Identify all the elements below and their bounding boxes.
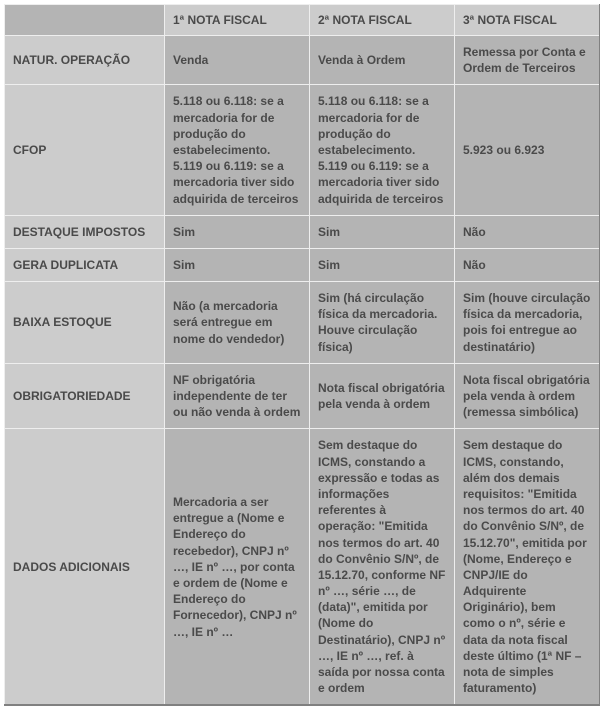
cell: 5.118 ou 6.118: se a mercadoria for de p… <box>310 85 455 215</box>
row-header-dados-adicionais: DADOS ADICIONAIS <box>5 429 165 706</box>
row-header-destaque: DESTAQUE IMPOSTOS <box>5 215 165 248</box>
cell: Sim <box>165 248 310 281</box>
cell: Mercadoria a ser entregue a (Nome e Ende… <box>165 429 310 706</box>
col-header-2: 2ª NOTA FISCAL <box>310 5 455 36</box>
cell: 5.923 ou 6.923 <box>455 85 600 215</box>
cell: Nota fiscal obrigatória pela venda à ord… <box>310 363 455 429</box>
row-header-duplicata: GERA DUPLICATA <box>5 248 165 281</box>
cell: Sim (há circulação física da mercadoria.… <box>310 282 455 364</box>
row-header-estoque: BAIXA ESTOQUE <box>5 282 165 364</box>
cell: Sem destaque do ICMS, constando, além do… <box>455 429 600 706</box>
cell: Sem destaque do ICMS, constando a expres… <box>310 429 455 706</box>
table-row: DADOS ADICIONAIS Mercadoria a ser entreg… <box>5 429 600 706</box>
cell: Remessa por Conta e Ordem de Terceiros <box>455 36 600 85</box>
cell: Sim (houve circulação física da mercador… <box>455 282 600 364</box>
cell: Sim <box>310 215 455 248</box>
table-row: BAIXA ESTOQUE Não (a mercadoria será ent… <box>5 282 600 364</box>
cell: Venda <box>165 36 310 85</box>
row-header-cfop: CFOP <box>5 85 165 215</box>
cell: Venda à Ordem <box>310 36 455 85</box>
table-row: CFOP 5.118 ou 6.118: se a mercadoria for… <box>5 85 600 215</box>
table-row: NATUR. OPERAÇÃO Venda Venda à Ordem Reme… <box>5 36 600 85</box>
cell: Sim <box>165 215 310 248</box>
cell: NF obrigatória independente de ter ou nã… <box>165 363 310 429</box>
table-header-row: 1ª NOTA FISCAL 2ª NOTA FISCAL 3ª NOTA FI… <box>5 5 600 36</box>
cell: Sim <box>310 248 455 281</box>
cell: 5.118 ou 6.118: se a mercadoria for de p… <box>165 85 310 215</box>
cell: Não <box>455 215 600 248</box>
cell: Não (a mercadoria será entregue em nome … <box>165 282 310 364</box>
table-row: DESTAQUE IMPOSTOS Sim Sim Não <box>5 215 600 248</box>
cell: Nota fiscal obrigatória pela venda à ord… <box>455 363 600 429</box>
venda-a-ordem-table: 1ª NOTA FISCAL 2ª NOTA FISCAL 3ª NOTA FI… <box>4 4 600 706</box>
col-header-1: 1ª NOTA FISCAL <box>165 5 310 36</box>
row-header-natureza: NATUR. OPERAÇÃO <box>5 36 165 85</box>
cell: Não <box>455 248 600 281</box>
row-header-obrigatoriedade: OBRIGATORIEDADE <box>5 363 165 429</box>
table-corner <box>5 5 165 36</box>
table-row: OBRIGATORIEDADE NF obrigatória independe… <box>5 363 600 429</box>
col-header-3: 3ª NOTA FISCAL <box>455 5 600 36</box>
table-row: GERA DUPLICATA Sim Sim Não <box>5 248 600 281</box>
